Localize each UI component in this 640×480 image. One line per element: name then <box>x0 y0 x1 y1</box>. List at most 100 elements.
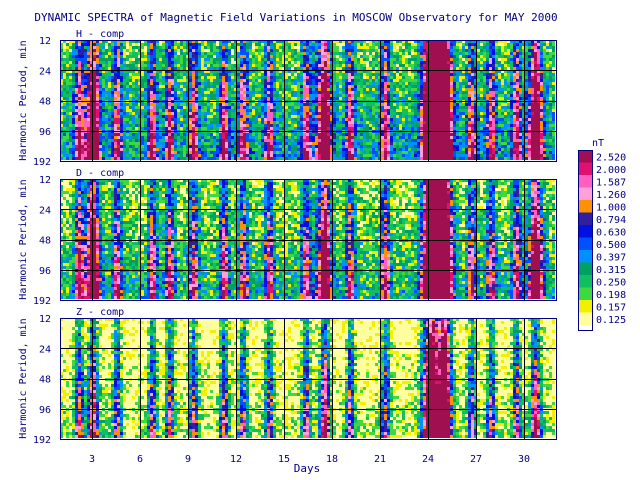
heatmap-cell <box>279 43 282 46</box>
heatmap-cell <box>75 52 78 55</box>
heatmap-cell <box>390 127 393 130</box>
heatmap-cell <box>342 82 345 85</box>
heatmap-cell <box>111 127 114 130</box>
heatmap-cell <box>231 61 234 64</box>
heatmap-cell <box>261 55 264 58</box>
heatmap-cell <box>384 103 387 106</box>
heatmap-cell <box>312 118 315 121</box>
heatmap-cell <box>267 103 270 106</box>
heatmap-cell <box>204 64 207 67</box>
heatmap-cell <box>102 127 105 130</box>
heatmap-cell <box>246 115 249 118</box>
heatmap-cell <box>267 112 270 115</box>
heatmap-cell <box>423 91 426 94</box>
heatmap-cell <box>267 109 270 112</box>
heatmap-cell <box>363 112 366 115</box>
heatmap-cell <box>111 91 114 94</box>
heatmap-cell <box>219 157 222 160</box>
heatmap-cell <box>414 97 417 100</box>
heatmap-cell <box>369 154 372 157</box>
heatmap-cell <box>168 73 171 76</box>
heatmap-cell <box>345 85 348 88</box>
heatmap-cell <box>240 115 243 118</box>
heatmap-cell <box>315 145 318 148</box>
heatmap-cell <box>396 151 399 154</box>
heatmap-cell <box>300 52 303 55</box>
heatmap-cell <box>405 91 408 94</box>
heatmap-cell <box>108 103 111 106</box>
heatmap-cell <box>114 94 117 97</box>
heatmap-cell <box>360 46 363 49</box>
heatmap-cell <box>345 61 348 64</box>
heatmap-cell <box>399 52 402 55</box>
heatmap-cell <box>303 109 306 112</box>
heatmap-cell <box>297 55 300 58</box>
heatmap-cell <box>72 82 75 85</box>
heatmap-cell <box>372 151 375 154</box>
heatmap-cell <box>414 151 417 154</box>
heatmap-cell <box>105 82 108 85</box>
heatmap-cell <box>192 49 195 52</box>
heatmap-cell <box>279 121 282 124</box>
heatmap-cell <box>342 124 345 127</box>
heatmap-cell <box>432 55 435 58</box>
heatmap-cell <box>306 73 309 76</box>
heatmap-cell <box>210 55 213 58</box>
heatmap-cell <box>363 124 366 127</box>
heatmap-cell <box>93 157 96 160</box>
heatmap-cell <box>279 145 282 148</box>
heatmap-cell <box>303 127 306 130</box>
heatmap-cell <box>231 79 234 82</box>
heatmap-cell <box>423 115 426 118</box>
heatmap-cell <box>405 76 408 79</box>
heatmap-cell <box>66 109 69 112</box>
heatmap-cell <box>411 112 414 115</box>
heatmap-cell <box>267 154 270 157</box>
heatmap-cell <box>204 115 207 118</box>
heatmap-cell <box>198 115 201 118</box>
heatmap-cell <box>114 76 117 79</box>
heatmap-cell <box>132 55 135 58</box>
heatmap-cell <box>159 43 162 46</box>
heatmap-cell <box>195 43 198 46</box>
heatmap-cell <box>357 139 360 142</box>
heatmap-cell <box>339 91 342 94</box>
heatmap-cell <box>432 85 435 88</box>
heatmap-cell <box>165 139 168 142</box>
heatmap-cell <box>228 148 231 151</box>
heatmap-cell <box>66 115 69 118</box>
heatmap-cell <box>75 58 78 61</box>
heatmap-cell <box>315 97 318 100</box>
heatmap-cell <box>327 145 330 148</box>
heatmap-cell <box>63 151 66 154</box>
heatmap-cell <box>354 154 357 157</box>
heatmap-cell <box>399 157 402 160</box>
heatmap-cell <box>393 73 396 76</box>
heatmap-cell <box>198 64 201 67</box>
heatmap-cell <box>210 49 213 52</box>
heatmap-cell <box>423 94 426 97</box>
heatmap-cell <box>324 82 327 85</box>
heatmap-cell <box>174 67 177 70</box>
heatmap-cell <box>414 124 417 127</box>
heatmap-cell <box>189 142 192 145</box>
heatmap-cell <box>237 136 240 139</box>
heatmap-cell <box>255 124 258 127</box>
heatmap-cell <box>156 49 159 52</box>
heatmap-cell <box>213 127 216 130</box>
heatmap-cell <box>204 142 207 145</box>
heatmap-cell <box>102 142 105 145</box>
heatmap-cell <box>420 49 423 52</box>
heatmap-cell <box>384 133 387 136</box>
heatmap-cell <box>360 106 363 109</box>
heatmap-cell <box>348 58 351 61</box>
heatmap-cell <box>81 103 84 106</box>
heatmap-cell <box>411 76 414 79</box>
heatmap-cell <box>240 112 243 115</box>
heatmap-cell <box>141 127 144 130</box>
heatmap-cell <box>162 112 165 115</box>
heatmap-cell <box>66 73 69 76</box>
heatmap-cell <box>126 133 129 136</box>
heatmap-cell <box>417 127 420 130</box>
heatmap-cell <box>96 88 99 91</box>
